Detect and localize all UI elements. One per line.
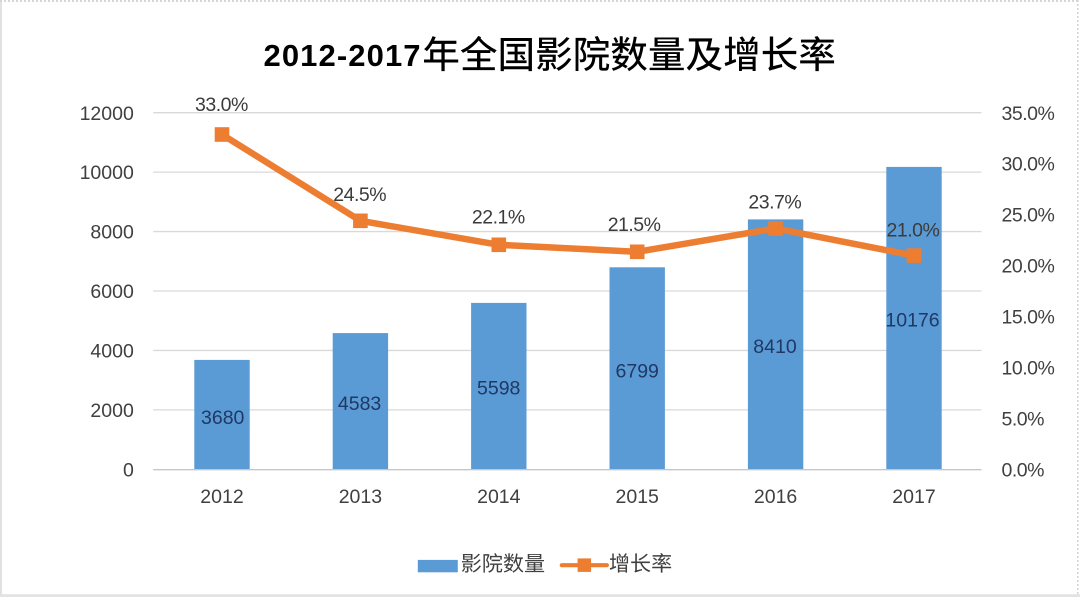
svg-text:4583: 4583 <box>338 393 381 415</box>
svg-text:4000: 4000 <box>90 341 134 363</box>
svg-text:21.5%: 21.5% <box>608 214 661 236</box>
svg-text:25.0%: 25.0% <box>1002 205 1055 227</box>
svg-text:15.0%: 15.0% <box>1002 307 1055 329</box>
svg-text:24.5%: 24.5% <box>333 184 386 206</box>
svg-text:21.0%: 21.0% <box>887 219 940 241</box>
svg-text:10176: 10176 <box>885 310 939 332</box>
svg-text:12000: 12000 <box>80 103 134 125</box>
svg-text:2017: 2017 <box>892 486 935 508</box>
svg-text:6799: 6799 <box>616 361 659 383</box>
svg-text:10.0%: 10.0% <box>1002 358 1055 380</box>
svg-text:2016: 2016 <box>754 486 797 508</box>
svg-text:23.7%: 23.7% <box>748 191 801 213</box>
svg-text:35.0%: 35.0% <box>1002 103 1055 125</box>
svg-text:3680: 3680 <box>201 407 245 429</box>
svg-text:2014: 2014 <box>477 486 521 508</box>
svg-text:22.1%: 22.1% <box>472 207 525 229</box>
svg-text:0: 0 <box>123 459 134 481</box>
svg-text:2000: 2000 <box>90 400 134 422</box>
svg-text:33.0%: 33.0% <box>195 94 248 116</box>
svg-text:8000: 8000 <box>90 222 134 244</box>
svg-text:2012: 2012 <box>200 486 243 508</box>
svg-text:5.0%: 5.0% <box>1002 409 1045 431</box>
svg-text:10000: 10000 <box>80 162 134 184</box>
svg-text:6000: 6000 <box>90 281 134 303</box>
svg-text:5598: 5598 <box>477 378 520 400</box>
svg-text:0.0%: 0.0% <box>1002 459 1045 481</box>
svg-text:2013: 2013 <box>339 486 382 508</box>
svg-text:8410: 8410 <box>753 336 797 358</box>
svg-text:2012-2017: 2012-2017 <box>264 38 422 73</box>
svg-text:30.0%: 30.0% <box>1002 154 1055 176</box>
svg-text:20.0%: 20.0% <box>1002 256 1055 278</box>
svg-text:2015: 2015 <box>616 486 660 508</box>
